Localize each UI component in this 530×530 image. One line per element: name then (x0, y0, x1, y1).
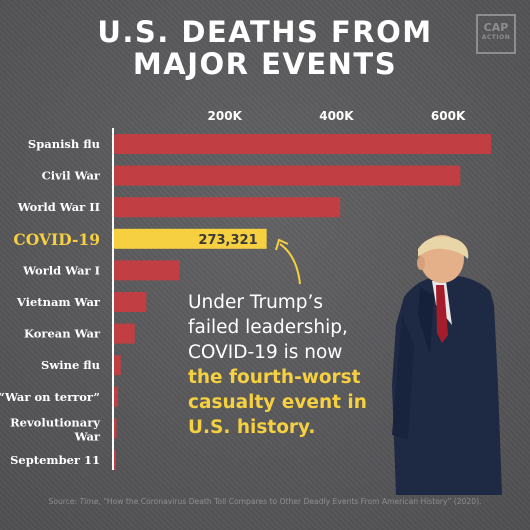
person-photo (390, 235, 530, 499)
category-label: Korean War (24, 327, 101, 341)
bar (114, 134, 491, 154)
annotation-arrow (279, 243, 301, 285)
category-label: Revolutionary (10, 415, 100, 429)
annotation-highlight-line-2: casualty event in (188, 392, 367, 413)
logo-text-cap: CAP (483, 21, 509, 34)
bar (114, 165, 461, 186)
annotation-line-3: COVID-19 is now (188, 342, 343, 363)
category-label: War (74, 429, 101, 443)
bar (114, 197, 341, 218)
category-label: “War on terror” (0, 390, 100, 404)
annotation-line-2: failed leadership, (188, 317, 348, 338)
data-label: 273,321 (198, 233, 257, 248)
source-prefix: Source: (48, 497, 80, 506)
annotation-text: Under Trump’s failed leadership, COVID-1… (188, 290, 398, 440)
title-line-1: U.S. DEATHS FROM (97, 15, 433, 49)
source-title: , “How the Coronavirus Death Toll Compar… (98, 497, 482, 506)
x-tick-label: 200K (208, 109, 243, 123)
logo-text-action: ACTION (481, 34, 511, 41)
category-label: Spanish flu (28, 137, 100, 151)
annotation-highlight-line-1: the fourth-worst (188, 367, 361, 388)
source-citation: Source: Time, “How the Coronavirus Death… (0, 497, 530, 506)
x-tick-label: 400K (319, 109, 354, 123)
bar (114, 323, 135, 344)
annotation-arrowhead (275, 238, 289, 251)
annotation-highlight-line-3: U.S. history. (188, 417, 316, 438)
cap-action-logo: CAP ACTION (476, 14, 516, 54)
category-label: World War I (22, 263, 100, 277)
source-publication: Time (79, 497, 99, 506)
category-label: Civil War (42, 169, 101, 183)
bar (114, 292, 147, 312)
bar (114, 418, 117, 439)
category-label: September 11 (10, 453, 100, 467)
bar (114, 260, 180, 281)
annotation-line-1: Under Trump’s (188, 292, 324, 313)
bar (114, 450, 116, 470)
chart-title: U.S. DEATHS FROM MAJOR EVENTS (0, 16, 530, 80)
category-label: Vietnam War (16, 295, 101, 309)
bar (114, 228, 267, 249)
bar (114, 355, 121, 376)
category-label: COVID-19 (13, 230, 100, 249)
bar (114, 386, 118, 407)
category-label: Swine flu (41, 358, 100, 372)
category-label: World War II (17, 200, 100, 214)
x-tick-label: 600K (431, 109, 466, 123)
title-line-2: MAJOR EVENTS (132, 47, 398, 81)
